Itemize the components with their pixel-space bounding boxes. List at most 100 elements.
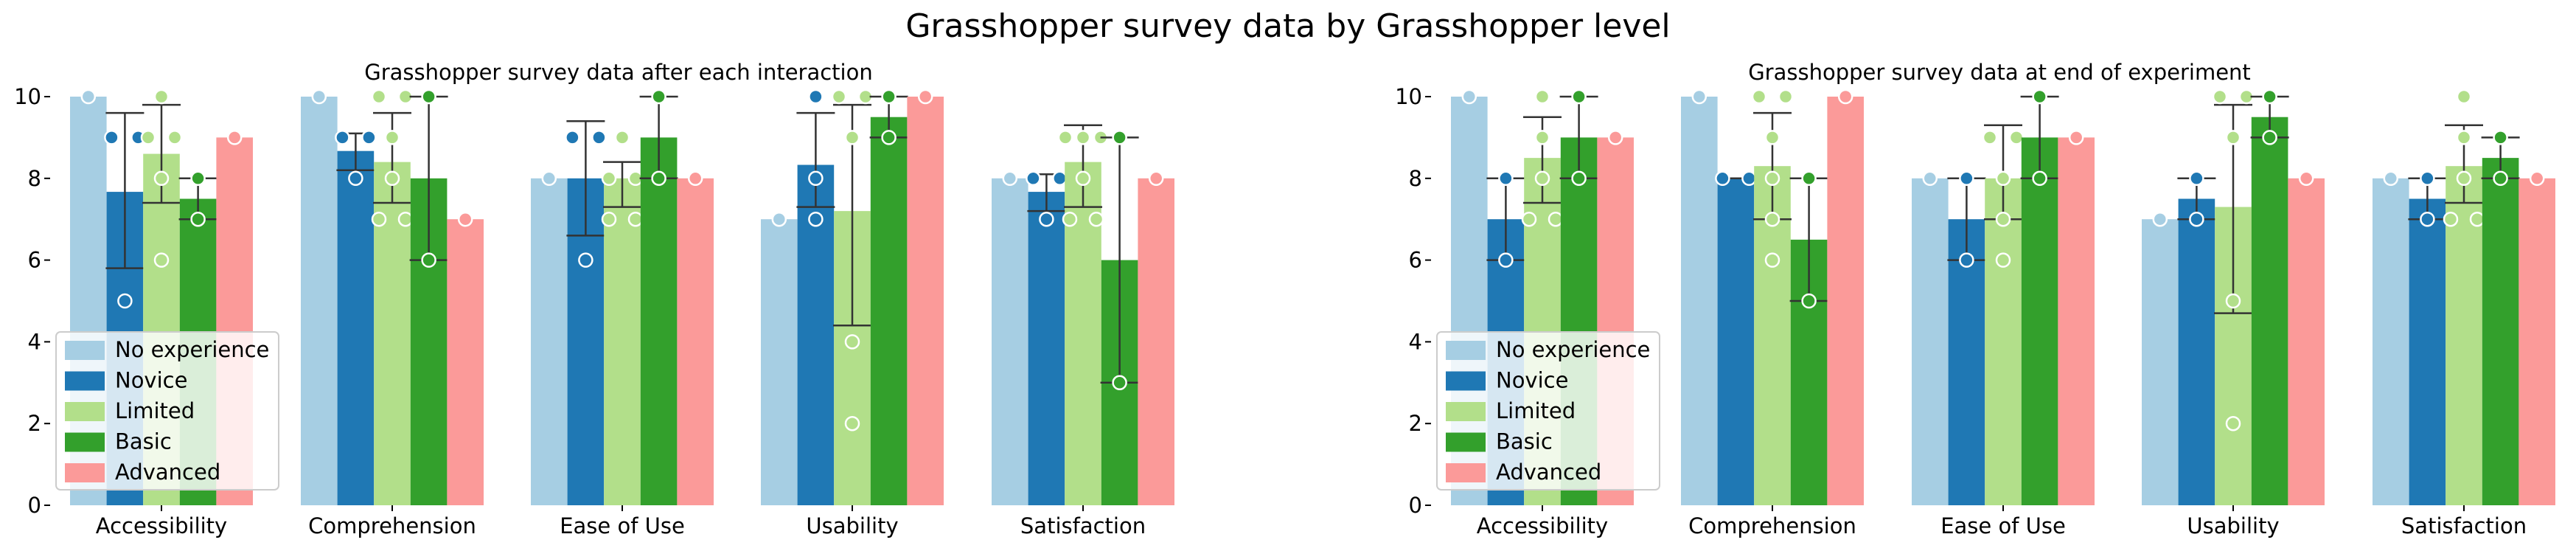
bar	[2288, 178, 2325, 506]
data-point	[2456, 89, 2472, 105]
x-tick-label: Comprehension	[1688, 513, 1856, 538]
bar	[2409, 198, 2446, 505]
bar	[640, 137, 678, 505]
data-point	[2262, 130, 2277, 145]
data-point	[2225, 415, 2241, 432]
y-tick-label: 2	[28, 411, 41, 436]
data-point	[371, 89, 387, 105]
data-point	[808, 89, 824, 105]
bar	[2142, 219, 2179, 505]
y-tick-label: 2	[1409, 411, 1422, 436]
bar	[2058, 137, 2095, 505]
bar	[1681, 97, 1718, 505]
y-tick-label: 10	[14, 84, 41, 109]
data-point	[1075, 130, 1091, 145]
y-tick-label: 6	[28, 248, 41, 273]
data-point	[421, 89, 436, 105]
data-point	[591, 130, 607, 145]
data-point	[2456, 170, 2472, 187]
bar	[1028, 192, 1065, 505]
figure-title: Grasshopper survey data by Grasshopper l…	[905, 7, 1671, 45]
x-tick-label: Ease of Use	[1940, 513, 2066, 538]
data-point	[167, 130, 183, 145]
data-point	[1995, 252, 2011, 268]
x-tick-label: Ease of Use	[560, 513, 685, 538]
bar	[301, 97, 338, 505]
x-tick-label: Usability	[2187, 513, 2279, 538]
data-point	[1571, 89, 1587, 105]
data-point	[2298, 170, 2314, 187]
data-point	[190, 211, 206, 227]
chart-panel-1: Grasshopper survey data after each inter…	[14, 60, 1174, 538]
data-point	[2032, 89, 2047, 105]
data-point	[153, 170, 170, 187]
bar	[2482, 158, 2519, 505]
data-point	[578, 252, 593, 268]
data-point	[2189, 211, 2204, 227]
y-tick-label: 8	[28, 166, 41, 191]
data-point	[601, 211, 617, 227]
legend-box	[55, 331, 279, 491]
legend-label: Advanced	[115, 460, 220, 485]
x-tick-label: Satisfaction	[1020, 513, 1146, 538]
data-point	[2383, 170, 2399, 187]
legend-label: Novice	[1496, 368, 1568, 393]
data-point	[627, 211, 644, 227]
legend-label: Limited	[115, 398, 195, 423]
data-point	[1571, 170, 1587, 187]
data-point	[2262, 89, 2277, 105]
data-point	[2225, 130, 2241, 145]
y-tick-label: 10	[1395, 84, 1422, 109]
legend-label: Advanced	[1496, 460, 1601, 485]
data-point	[1764, 211, 1780, 227]
data-point	[1764, 170, 1780, 187]
data-point	[2456, 130, 2472, 145]
data-point	[1062, 211, 1078, 227]
data-point	[1837, 89, 1853, 105]
data-point	[2420, 211, 2435, 227]
data-point	[311, 89, 327, 105]
data-point	[1052, 170, 1068, 187]
data-point	[1801, 293, 1817, 309]
data-point	[1498, 252, 1514, 268]
data-point	[1534, 89, 1550, 105]
data-point	[2529, 170, 2545, 187]
data-point	[226, 130, 243, 145]
data-point	[687, 170, 703, 187]
data-point	[1982, 130, 1998, 145]
x-tick-label: Usability	[806, 513, 898, 538]
x-tick-label: Comprehension	[308, 513, 476, 538]
data-point	[1112, 375, 1127, 391]
data-point	[153, 89, 170, 105]
legend-swatch	[65, 463, 105, 482]
data-point	[1715, 170, 1730, 187]
bar	[677, 178, 714, 506]
data-point	[1026, 170, 1041, 187]
data-point	[2443, 211, 2459, 227]
data-point	[1498, 170, 1514, 187]
x-tick-label: Satisfaction	[2401, 513, 2527, 538]
data-point	[565, 130, 580, 145]
data-point	[808, 211, 824, 227]
bar	[870, 117, 908, 505]
data-point	[651, 89, 666, 105]
bar	[2021, 137, 2058, 505]
panel-title: Grasshopper survey data after each inter…	[364, 60, 872, 85]
data-point	[1148, 170, 1164, 187]
data-point	[1959, 252, 1974, 268]
data-point	[2493, 130, 2508, 145]
data-point	[2068, 130, 2084, 145]
data-point	[2032, 170, 2047, 187]
legend-swatch	[65, 341, 105, 360]
bar	[447, 219, 484, 505]
bar	[1717, 178, 1755, 506]
legend-box	[1436, 331, 1660, 491]
y-tick-label: 0	[1409, 493, 1422, 518]
legend-label: Basic	[115, 429, 172, 454]
data-point	[117, 293, 133, 309]
y-tick-label: 8	[1409, 166, 1422, 191]
data-point	[844, 415, 860, 432]
bar	[2373, 178, 2409, 506]
bar	[1827, 97, 1864, 505]
data-point	[384, 130, 400, 145]
